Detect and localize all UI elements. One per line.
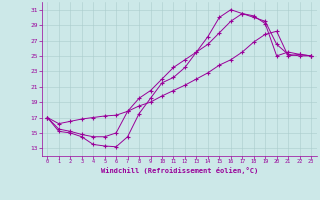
X-axis label: Windchill (Refroidissement éolien,°C): Windchill (Refroidissement éolien,°C) — [100, 167, 258, 174]
